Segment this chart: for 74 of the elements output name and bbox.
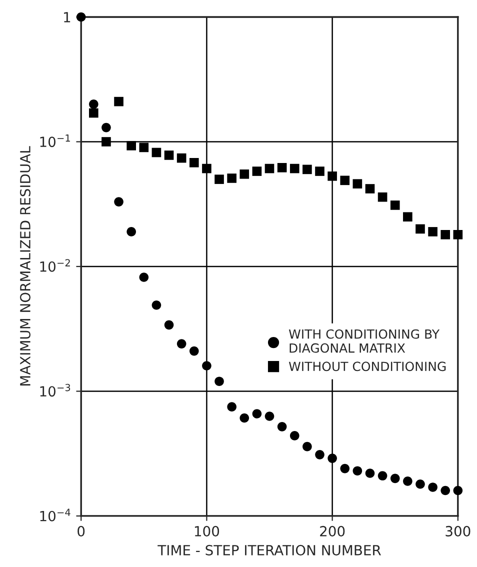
- point: [164, 150, 174, 160]
- point: [340, 464, 350, 474]
- point: [126, 227, 136, 236]
- point: [88, 108, 98, 118]
- point: [240, 413, 250, 423]
- point: [152, 148, 162, 158]
- point: [416, 224, 425, 234]
- y-tick-label: 10$^{−4}$: [40, 508, 70, 522]
- point: [403, 476, 412, 486]
- point: [139, 272, 149, 282]
- point: [114, 197, 124, 206]
- point: [176, 153, 186, 163]
- point: [227, 402, 236, 412]
- point: [440, 230, 450, 240]
- point: [352, 466, 362, 476]
- point: [139, 142, 149, 152]
- point: [390, 200, 400, 210]
- point: [428, 227, 438, 236]
- point: [352, 179, 362, 188]
- x-tick-label: 300: [446, 526, 470, 536]
- point: [126, 141, 136, 150]
- point: [252, 409, 262, 418]
- point: [290, 164, 300, 174]
- x-tick-label: 100: [194, 526, 220, 536]
- point: [164, 320, 174, 330]
- point: [302, 164, 312, 174]
- point: [189, 158, 199, 168]
- legend-label: WITH CONDITIONING BY DIAGONAL MATRIX: [288, 329, 440, 353]
- point: [264, 412, 274, 421]
- y-axis-title: MAXIMUM NORMALIZED RESIDUAL: [20, 146, 30, 386]
- x-axis-title: TIME - STEP ITERATION NUMBER: [158, 544, 381, 556]
- point: [227, 174, 236, 183]
- point: [290, 431, 300, 440]
- point: [328, 454, 337, 463]
- point: [315, 450, 324, 460]
- point: [453, 486, 463, 496]
- x-tick-label: 200: [320, 526, 345, 536]
- point: [240, 169, 250, 179]
- point: [390, 474, 400, 484]
- y-tick-label: 10$^{−1}$: [40, 134, 70, 148]
- point: [328, 171, 337, 181]
- point: [252, 166, 262, 176]
- point: [152, 300, 162, 310]
- point: [277, 162, 287, 172]
- point: [403, 212, 412, 222]
- y-tick-label: 10$^{−3}$: [40, 384, 70, 397]
- point: [102, 137, 111, 146]
- point: [114, 96, 124, 106]
- point: [264, 164, 274, 174]
- y-tick-label: 1: [64, 12, 70, 22]
- legend-label: WITHOUT CONDITIONING: [288, 362, 446, 372]
- point: [315, 166, 324, 176]
- point: [365, 468, 375, 478]
- point: [302, 442, 312, 452]
- point: [340, 176, 350, 186]
- point: [277, 422, 287, 432]
- x-tick-label: 0: [78, 526, 85, 536]
- point: [378, 471, 388, 480]
- point: [440, 486, 450, 496]
- point: [176, 339, 186, 348]
- point: [88, 100, 98, 109]
- point: [214, 376, 224, 386]
- point: [378, 192, 388, 202]
- point: [214, 174, 224, 184]
- point: [102, 122, 111, 132]
- point: [416, 479, 425, 489]
- point: [202, 361, 212, 370]
- point: [76, 12, 86, 22]
- point: [453, 230, 463, 240]
- point: [189, 346, 199, 356]
- y-tick-label: 10$^{−2}$: [40, 259, 70, 272]
- point: [365, 184, 375, 194]
- point: [428, 482, 438, 492]
- point: [202, 164, 212, 174]
